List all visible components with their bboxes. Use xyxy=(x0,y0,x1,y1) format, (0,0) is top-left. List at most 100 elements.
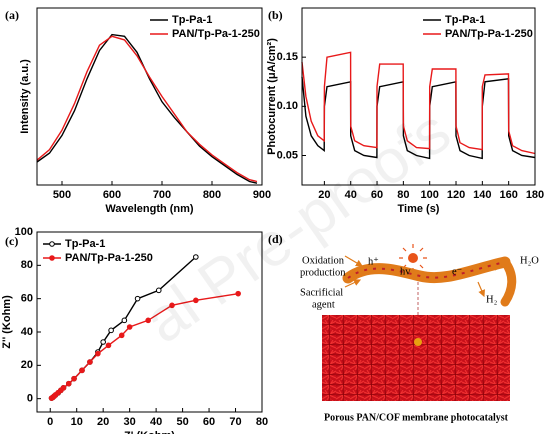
series-line xyxy=(301,51,536,155)
arrow xyxy=(344,255,364,267)
plot-area xyxy=(301,51,536,160)
x-tick-label: 180 xyxy=(526,189,544,201)
point xyxy=(100,339,106,345)
point xyxy=(105,342,112,349)
series-line xyxy=(36,33,258,184)
x-tick-label: 700 xyxy=(153,189,171,201)
x-tick-label: 20 xyxy=(318,189,330,201)
diagram: (d) Oxidation production Sacrificial age… xyxy=(268,232,539,424)
label: Oxidation xyxy=(302,255,345,266)
legend-label: PAN/Tp-Pa-1-250 xyxy=(172,28,260,40)
y-axis-label: Z'' (Kohm) xyxy=(1,295,13,349)
plot-frame xyxy=(36,231,263,413)
point xyxy=(193,254,199,260)
label: H₂O xyxy=(520,255,539,266)
y-tick-label: 20 xyxy=(21,359,33,371)
x-tick-label: 50 xyxy=(176,416,188,428)
plot-area xyxy=(48,254,241,401)
point xyxy=(79,367,85,374)
x-tick-label: 80 xyxy=(397,189,409,201)
point xyxy=(87,359,93,365)
y-tick-label: 0 xyxy=(27,393,33,405)
series-line xyxy=(301,76,536,160)
y-tick-label: 0.05 xyxy=(277,149,298,161)
plot-frame xyxy=(36,7,263,186)
x-tick-label: 30 xyxy=(124,416,136,428)
point xyxy=(155,287,162,294)
panel-label: (c) xyxy=(5,234,18,248)
y-axis-label: Photocurrent (μA/cm²) xyxy=(266,38,278,155)
label: h⁺ xyxy=(368,256,379,267)
x-tick-label: 0 xyxy=(47,416,53,428)
x-tick-label: 70 xyxy=(229,416,241,428)
point xyxy=(71,375,77,382)
legend-label: Tp-Pa-1 xyxy=(65,238,105,250)
x-tick-label: 160 xyxy=(499,189,517,201)
panel-label: (d) xyxy=(268,232,283,246)
legend-label: PAN/Tp-Pa-1-250 xyxy=(445,28,533,40)
arrow xyxy=(344,279,362,288)
membrane xyxy=(322,315,510,401)
point xyxy=(169,302,175,309)
legend-marker xyxy=(49,241,55,247)
point xyxy=(121,317,128,324)
x-tick-label: 800 xyxy=(203,189,221,201)
legend-label: PAN/Tp-Pa-1-250 xyxy=(65,252,153,264)
label: hv xyxy=(400,266,411,277)
x-axis-label: Time (s) xyxy=(398,203,440,215)
label: Sacrificial xyxy=(300,287,343,298)
sun xyxy=(408,253,418,263)
x-tick-label: 80 xyxy=(256,416,268,428)
y-tick-label: 100 xyxy=(15,226,33,238)
caption: Porous PAN/COF membrane photocatalyst xyxy=(324,412,509,423)
point xyxy=(126,324,133,330)
x-axis-label: Z' (Kohm) xyxy=(124,430,175,434)
y-axis-label: Intensity (a.u.) xyxy=(19,59,31,134)
point xyxy=(65,380,72,387)
point xyxy=(108,327,114,334)
point xyxy=(134,295,141,302)
x-tick-label: 100 xyxy=(421,189,439,201)
x-tick-label: 40 xyxy=(345,189,357,201)
legend-marker xyxy=(49,255,55,261)
x-tick-label: 600 xyxy=(103,189,121,201)
x-tick-label: 900 xyxy=(253,189,271,201)
series-line xyxy=(36,35,258,183)
label: production xyxy=(300,267,346,278)
plot-frame xyxy=(301,7,536,186)
plot-area xyxy=(36,33,258,184)
panel-label: (a) xyxy=(5,8,19,22)
y-tick-label: 60 xyxy=(21,293,33,305)
x-axis-label: Wavelength (nm) xyxy=(105,203,194,215)
legend-label: Tp-Pa-1 xyxy=(172,14,212,26)
point xyxy=(235,290,241,297)
x-tick-label: 120 xyxy=(447,189,465,201)
y-tick-label: 80 xyxy=(21,259,33,271)
legend-label: Tp-Pa-1 xyxy=(445,14,485,26)
point xyxy=(145,317,151,324)
fiber-end xyxy=(500,257,517,307)
zoom-spot xyxy=(414,338,422,346)
label: e⁻ xyxy=(452,266,463,277)
point xyxy=(118,332,125,339)
point xyxy=(60,385,67,391)
arrow xyxy=(477,281,485,298)
x-tick-label: 40 xyxy=(150,416,162,428)
y-tick-label: 0.10 xyxy=(277,100,298,112)
label: H₂ xyxy=(486,294,498,305)
panel-label: (b) xyxy=(268,8,283,22)
x-tick-label: 60 xyxy=(371,189,383,201)
fiber-texture xyxy=(347,261,506,279)
x-tick-label: 60 xyxy=(203,416,215,428)
x-tick-label: 140 xyxy=(473,189,491,201)
y-tick-label: 0.15 xyxy=(277,51,298,63)
x-tick-label: 20 xyxy=(97,416,109,428)
point xyxy=(95,350,101,357)
x-tick-label: 10 xyxy=(71,416,83,428)
x-tick-label: 500 xyxy=(53,189,71,201)
label: agent xyxy=(312,299,335,310)
point xyxy=(193,297,199,304)
arrow xyxy=(494,261,510,271)
y-tick-label: 40 xyxy=(21,326,33,338)
